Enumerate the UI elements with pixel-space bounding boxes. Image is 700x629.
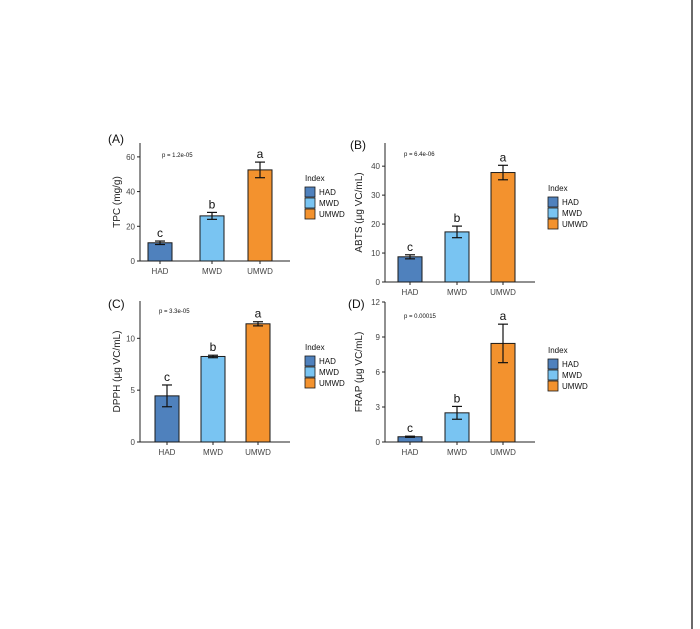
legend: Index HAD MWD UMWD xyxy=(304,174,345,220)
bar-had xyxy=(147,242,173,262)
legend-swatch-had xyxy=(547,358,559,370)
significance-letter: b xyxy=(454,211,461,225)
bar-umwd xyxy=(490,172,516,283)
x-tick-label: UMWD xyxy=(490,288,516,297)
legend-title: Index xyxy=(305,174,325,183)
bar-umwd xyxy=(247,169,273,262)
y-tick-label: 20 xyxy=(126,222,135,231)
x-tick-label: MWD xyxy=(203,448,223,457)
significance-letter: a xyxy=(255,307,262,321)
chart-panel-a: 0 20 40 60 c HAD b MWD a UMWD p = 1.2e-05 (A) TPC (m… xyxy=(108,132,345,276)
y-tick-label: 5 xyxy=(131,386,136,395)
x-tick-label: UMWD xyxy=(247,267,273,276)
legend-swatch-mwd xyxy=(304,366,316,378)
panel-label: (C) xyxy=(108,297,125,311)
legend-label-umwd: UMWD xyxy=(562,382,588,391)
x-tick-label: HAD xyxy=(402,288,419,297)
x-tick-label: UMWD xyxy=(490,448,516,457)
y-tick-label: 20 xyxy=(371,220,380,229)
y-tick-label: 3 xyxy=(376,403,381,412)
y-tick-label: 10 xyxy=(126,334,135,343)
x-tick-label: HAD xyxy=(159,448,176,457)
y-tick-label: 9 xyxy=(376,333,381,342)
y-tick-label: 0 xyxy=(376,278,381,287)
y-axis-title: TPC (mg/g) xyxy=(112,176,123,228)
x-tick-label: MWD xyxy=(202,267,222,276)
y-tick-label: 30 xyxy=(371,191,380,200)
panel-label: (A) xyxy=(108,132,124,146)
p-value-annotation: p = 3.3e-05 xyxy=(159,309,190,315)
significance-letter: b xyxy=(454,391,461,405)
significance-letter: b xyxy=(209,197,216,211)
significance-letter: c xyxy=(407,421,413,435)
legend-label-had: HAD xyxy=(562,198,579,207)
y-axis-title: FRAP (μg VC/mL) xyxy=(354,332,365,413)
legend-label-mwd: MWD xyxy=(319,199,339,208)
legend-swatch-mwd xyxy=(547,369,559,381)
legend-label-mwd: MWD xyxy=(319,368,339,377)
bar-mwd xyxy=(199,215,225,262)
legend-swatch-mwd xyxy=(547,207,559,219)
x-tick-label: MWD xyxy=(447,288,467,297)
legend-title: Index xyxy=(305,343,325,352)
p-value-annotation: p = 6.4e-06 xyxy=(404,152,435,158)
legend-swatch-had xyxy=(547,196,559,208)
bar-mwd xyxy=(444,231,470,283)
x-tick-label: HAD xyxy=(152,267,169,276)
p-value-annotation: p = 1.2e-05 xyxy=(162,153,193,159)
chart-panel-d: 0 3 6 9 12 c HAD b MWD a UMWD p = 0.00015 (D) FRAP (μ… xyxy=(348,297,588,457)
legend: Index HAD MWD UMWD xyxy=(547,346,588,392)
x-tick-label: MWD xyxy=(447,448,467,457)
legend-label-umwd: UMWD xyxy=(319,210,345,219)
legend: Index HAD MWD UMWD xyxy=(547,184,588,230)
y-tick-label: 40 xyxy=(126,188,135,197)
significance-letter: c xyxy=(157,226,163,240)
x-tick-label: HAD xyxy=(402,448,419,457)
panel-label: (D) xyxy=(348,297,365,311)
bar-mwd xyxy=(200,355,226,443)
x-tick-label: UMWD xyxy=(245,448,271,457)
y-tick-label: 0 xyxy=(131,257,136,266)
legend-label-umwd: UMWD xyxy=(562,220,588,229)
significance-letter: b xyxy=(210,340,217,354)
page-right-border xyxy=(691,0,693,629)
legend-label-had: HAD xyxy=(319,357,336,366)
legend-swatch-umwd xyxy=(547,218,559,230)
panel-label: (B) xyxy=(350,138,366,152)
y-tick-label: 6 xyxy=(376,368,381,377)
legend-swatch-had xyxy=(304,355,316,367)
chart-panel-b: 0 10 20 30 40 c HAD b MWD a UMWD p = 6.4e-06 (B) ABTS… xyxy=(350,138,588,297)
legend-swatch-had xyxy=(304,186,316,198)
legend-title: Index xyxy=(548,184,568,193)
significance-letter: a xyxy=(500,309,507,323)
p-value-annotation: p = 0.00015 xyxy=(404,314,437,320)
legend-label-umwd: UMWD xyxy=(319,379,345,388)
legend-label-had: HAD xyxy=(562,360,579,369)
legend-label-had: HAD xyxy=(319,188,336,197)
y-tick-label: 12 xyxy=(371,298,380,307)
y-tick-label: 10 xyxy=(371,249,380,258)
significance-letter: a xyxy=(257,147,264,161)
legend-label-mwd: MWD xyxy=(562,371,582,380)
significance-letter: c xyxy=(164,370,170,384)
significance-letter: c xyxy=(407,240,413,254)
legend-title: Index xyxy=(548,346,568,355)
legend: Index HAD MWD UMWD xyxy=(304,343,345,389)
y-axis-title: DPPH (μg VC/mL) xyxy=(112,331,123,413)
legend-swatch-umwd xyxy=(304,208,316,220)
y-axis-title: ABTS (μg VC/mL) xyxy=(354,172,365,252)
legend-swatch-umwd xyxy=(547,380,559,392)
significance-letter: a xyxy=(500,150,507,164)
legend-label-mwd: MWD xyxy=(562,209,582,218)
y-tick-label: 60 xyxy=(126,153,135,162)
chart-panel-c: 0 5 10 c HAD b MWD a UMWD p = 3.3e-05 (C) DPPH (μg … xyxy=(108,297,345,457)
legend-swatch-mwd xyxy=(304,197,316,209)
y-tick-label: 40 xyxy=(371,162,380,171)
bar-had xyxy=(397,256,423,283)
bar-umwd xyxy=(245,323,271,443)
y-tick-label: 0 xyxy=(131,438,136,447)
y-tick-label: 0 xyxy=(376,438,381,447)
legend-swatch-umwd xyxy=(304,377,316,389)
